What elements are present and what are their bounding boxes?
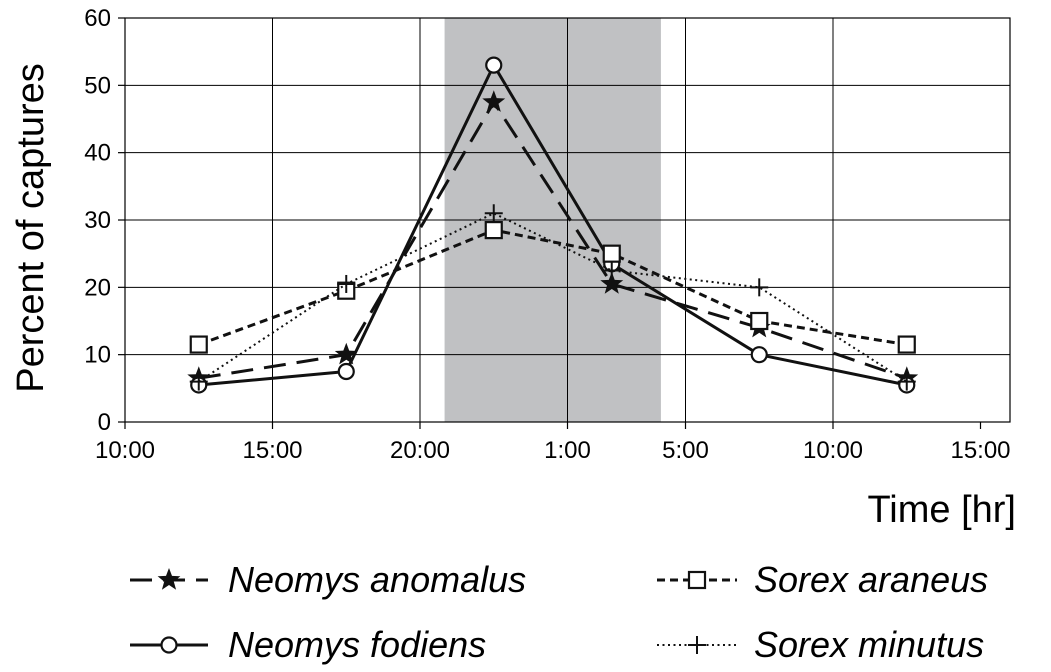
y-tick-label: 0 [98,409,111,436]
data-point-neomys-fodiens [485,56,503,74]
legend-swatch-sorex-araneus [657,570,737,590]
grid [125,17,1010,423]
legend-item-sorex-minutus: Sorex minutus [657,624,984,665]
y-tick-label: 40 [84,140,111,167]
x-tick-label: 15:00 [242,437,302,464]
data-point-neomys-fodiens [750,346,768,364]
y-tick-label: 60 [84,5,111,32]
x-tick-label: 1:00 [544,437,591,464]
data-point-sorex-minutus [750,278,769,297]
y-axis-title: Percent of captures [10,63,52,393]
legend-swatch-sorex-minutus [657,636,737,654]
legend-label-sorex-araneus: Sorex araneus [754,559,988,600]
y-tick-label: 20 [84,274,111,301]
legend-swatch-neomys-anomalus [130,568,208,590]
data-point-sorex-minutus [602,261,621,280]
data-point-sorex-minutus [189,372,208,391]
data-point-sorex-araneus [484,221,503,240]
y-tick-label: 10 [84,342,111,369]
axes [118,17,1011,429]
y-tick-label: 30 [84,207,111,234]
data-point-sorex-minutus [484,204,503,223]
x-tick-label: 15:00 [950,437,1010,464]
data-point-neomys-anomalus [334,342,358,365]
legend-swatch-neomys-fodiens [130,636,208,654]
legend-marker-sorex-araneus [687,570,707,590]
legend-item-neomys-anomalus: Neomys anomalus [130,559,526,600]
x-tick-label: 5:00 [662,437,709,464]
tick-labels: 0 10 20 30 40 50 60 10:00 15:00 20:00 1:00 5:00 10:0… [84,5,1010,464]
legend-marker-neomys-fodiens [160,636,178,654]
series-neomys-fodiens [190,56,916,394]
series-group [187,56,919,394]
data-point-sorex-araneus [602,244,621,263]
data-point-sorex-minutus [337,274,356,293]
legend-marker-sorex-minutus [688,636,706,654]
data-point-neomys-anomalus [600,272,624,294]
x-tick-label: 20:00 [390,437,450,464]
legend-label-sorex-minutus: Sorex minutus [754,624,984,665]
data-point-neomys-fodiens [337,362,355,381]
data-point-sorex-araneus [189,335,208,354]
x-axis-title: Time [hr] [868,489,1017,531]
data-point-sorex-araneus [750,311,769,331]
legend-item-sorex-araneus: Sorex araneus [657,559,988,600]
series-sorex-minutus [189,204,916,391]
legend-label-neomys-anomalus: Neomys anomalus [228,559,526,600]
legend-label-neomys-fodiens: Neomys fodiens [228,624,486,665]
x-tick-label: 10:00 [95,437,155,464]
data-point-sorex-araneus [897,335,916,354]
legend-item-neomys-fodiens: Neomys fodiens [130,624,486,665]
legend-marker-neomys-anomalus [157,568,181,590]
x-tick-label: 10:00 [803,437,863,464]
series-line-neomys-anomalus [198,100,908,380]
y-tick-label: 50 [84,72,111,99]
series-line-neomys-fodiens [198,63,908,387]
legend: Neomys anomalus Neomys fodiens Sorex ara… [130,559,988,665]
data-point-sorex-minutus [897,372,916,391]
series-line-sorex-minutus [198,212,908,383]
series-line-sorex-araneus [198,228,908,347]
series-sorex-araneus [189,221,916,354]
data-point-neomys-anomalus [482,90,506,112]
